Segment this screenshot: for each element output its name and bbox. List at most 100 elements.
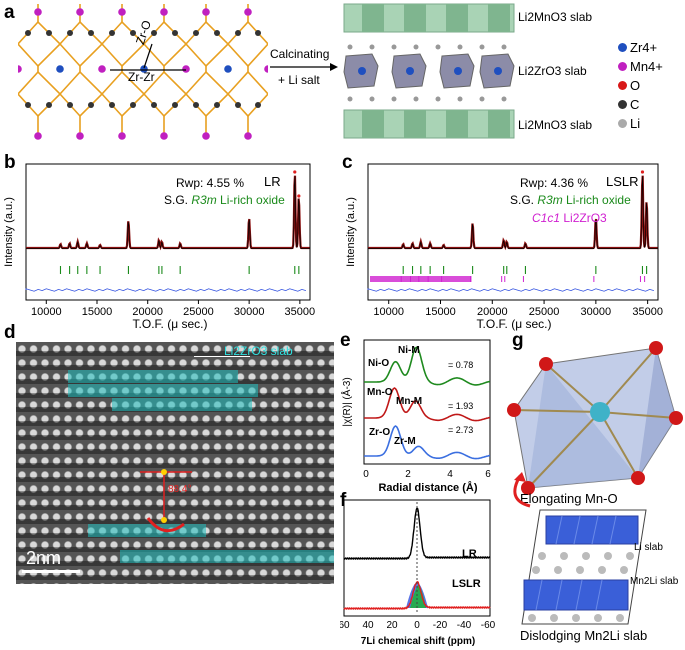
zro-band: [112, 398, 252, 411]
zro-band: [120, 550, 334, 563]
x-tick-label: 20000: [477, 306, 508, 318]
slab-label-top: Li2MnO3 slab: [518, 10, 593, 24]
arrow-label-li-salt: + Li salt: [278, 73, 320, 87]
x-tick-label: 30000: [581, 306, 612, 318]
panel-label-a: a: [4, 2, 15, 23]
x-tick-label: 25000: [183, 306, 214, 318]
x-tick-label: 10000: [373, 306, 404, 318]
peak-marker: [297, 194, 301, 198]
slab-label-mid: Li2ZrO3 slab: [518, 64, 587, 78]
stem-slab-label: Li2ZrO3 slab: [224, 344, 293, 358]
svg-text:4: 4: [447, 469, 453, 480]
mn2li-slab-label: Mn2Li slab: [630, 576, 679, 587]
atom-legend: Zr4+ Mn4+ O C Li: [618, 38, 663, 133]
svg-text:7Li chemical shift (ppm): 7Li chemical shift (ppm): [361, 636, 475, 647]
slab-pointer-line: [194, 356, 250, 357]
x-tick-label: 35000: [632, 306, 663, 318]
sample-b: LR: [264, 174, 281, 189]
svg-text:-40: -40: [457, 620, 472, 631]
calculated-curve: [368, 176, 658, 249]
svg-text:2: 2: [405, 469, 411, 480]
slab-label-bottom: Li2MnO3 slab: [518, 118, 593, 132]
svg-text:|χ(R)| (Å-3): |χ(R)| (Å-3): [340, 377, 353, 426]
legend-zr: Zr4+: [618, 38, 663, 57]
rwp-c: Rwp: 4.36 %: [520, 176, 589, 190]
exafs-curve-zr: [364, 425, 491, 460]
exafs-curve-ni: [364, 346, 491, 386]
xrd-chart-lr: Intensity (a.u.) 10000 15000 20000 25000 300…: [3, 163, 316, 331]
panel-label-e: e: [340, 330, 351, 351]
haadf-stem-image: Li2ZrO3 slab 88.4° 2nm: [16, 342, 334, 584]
peak-zr-m: Zr-M: [394, 436, 416, 447]
exafs-chart: |χ(R)| (Å-3) 0 2 4 6 Radial distance (Å): [340, 339, 491, 494]
zr-zr-label: Zr-Zr: [128, 70, 155, 84]
peak-marker: [640, 170, 645, 174]
panel-label-b: b: [4, 152, 16, 173]
x-tick-label: 25000: [529, 306, 560, 318]
scale-bar-label: 2nm: [26, 548, 62, 568]
observed-curve: [368, 175, 658, 251]
layered-slab-structure: [521, 509, 647, 625]
svg-text:0: 0: [414, 620, 420, 631]
x-tick-label: 30000: [234, 306, 265, 318]
x-axis-label-b: T.O.F. (μ sec.): [133, 317, 208, 331]
ratio-zr: = 2.73: [448, 425, 474, 435]
arrow-label-calcinating: Calcinating: [270, 47, 330, 61]
legend-o: O: [618, 76, 663, 95]
zro-band: [68, 370, 238, 383]
svg-text:Intensity (a.u.): Intensity (a.u.): [345, 197, 357, 267]
slab-structure: [343, 3, 515, 139]
label-elongating: Elongating Mn-O: [520, 491, 618, 506]
peak-mn-o: Mn-O: [367, 387, 393, 398]
angle-marker-icon: [140, 469, 192, 533]
nmr-label-lr: LR: [462, 548, 477, 560]
svg-text:Intensity (a.u.): Intensity (a.u.): [3, 197, 15, 267]
panel-label-d: d: [4, 322, 16, 343]
x-tick-label: 15000: [82, 306, 113, 318]
label-dislodging: Dislodging Mn2Li slab: [520, 628, 648, 643]
ratio-mn: = 1.93: [448, 401, 474, 411]
svg-text:20: 20: [386, 620, 398, 631]
mn-atom-icon: [618, 62, 627, 71]
difference-curve: [25, 288, 307, 292]
xrd-curve-lr: 10000 15000 20000 25000 30000 35000: [25, 170, 316, 318]
space-group-c: S.G. R3m Li-rich oxide: [510, 193, 631, 207]
c-atom-icon: [618, 100, 627, 109]
sample-c: LSLR: [606, 174, 639, 189]
svg-text:6: 6: [485, 469, 491, 480]
zr-atom-icon: [618, 43, 627, 52]
x-tick-label: 35000: [285, 306, 316, 318]
svg-text:-60: -60: [481, 620, 496, 631]
exafs-curve-mn: [364, 387, 491, 422]
x-tick-label: 15000: [425, 306, 456, 318]
panel-label-g: g: [512, 330, 524, 351]
li-atom-icon: [618, 119, 627, 128]
zr-mof-lattice: [18, 4, 268, 140]
xrd-curve-lslr: 10000 15000 20000 25000 30000 35000: [367, 170, 663, 318]
zro-band: [68, 384, 258, 397]
phase2-c: C1c1 Li2ZrO3: [532, 211, 607, 225]
mno6-octahedron: [507, 341, 683, 495]
legend-c: C: [618, 95, 663, 114]
xrd-chart-lslr: Intensity (a.u.) 10000 15000 20000 25000 300…: [345, 163, 663, 331]
peak-ni-o: Ni-O: [368, 358, 390, 369]
x-tick-label: 20000: [132, 306, 163, 318]
difference-curve: [367, 288, 655, 292]
panel-label-f: f: [340, 490, 347, 511]
li-slab-label: Li slab: [634, 542, 663, 553]
nmr-fit-green: [410, 584, 426, 608]
nmr-chart: 60 40 20 0 -20 -40 -60 7Li chemical shif…: [340, 499, 496, 647]
nmr-label-lslr: LSLR: [452, 578, 481, 590]
peak-zr-o: Zr-O: [369, 427, 391, 438]
svg-text:-20: -20: [433, 620, 448, 631]
ratio-ni: = 0.78: [448, 360, 474, 370]
arrow-right-icon: [270, 63, 338, 71]
curved-arrow-icon: [513, 472, 531, 508]
peak-marker: [293, 170, 297, 174]
calculated-curve: [26, 176, 310, 249]
peak-mn-m: Mn-M: [396, 396, 423, 407]
dense-ticks: [370, 276, 472, 282]
observed-curve: [26, 175, 310, 251]
x-tick-label: 10000: [31, 306, 62, 318]
legend-li: Li: [618, 114, 663, 133]
